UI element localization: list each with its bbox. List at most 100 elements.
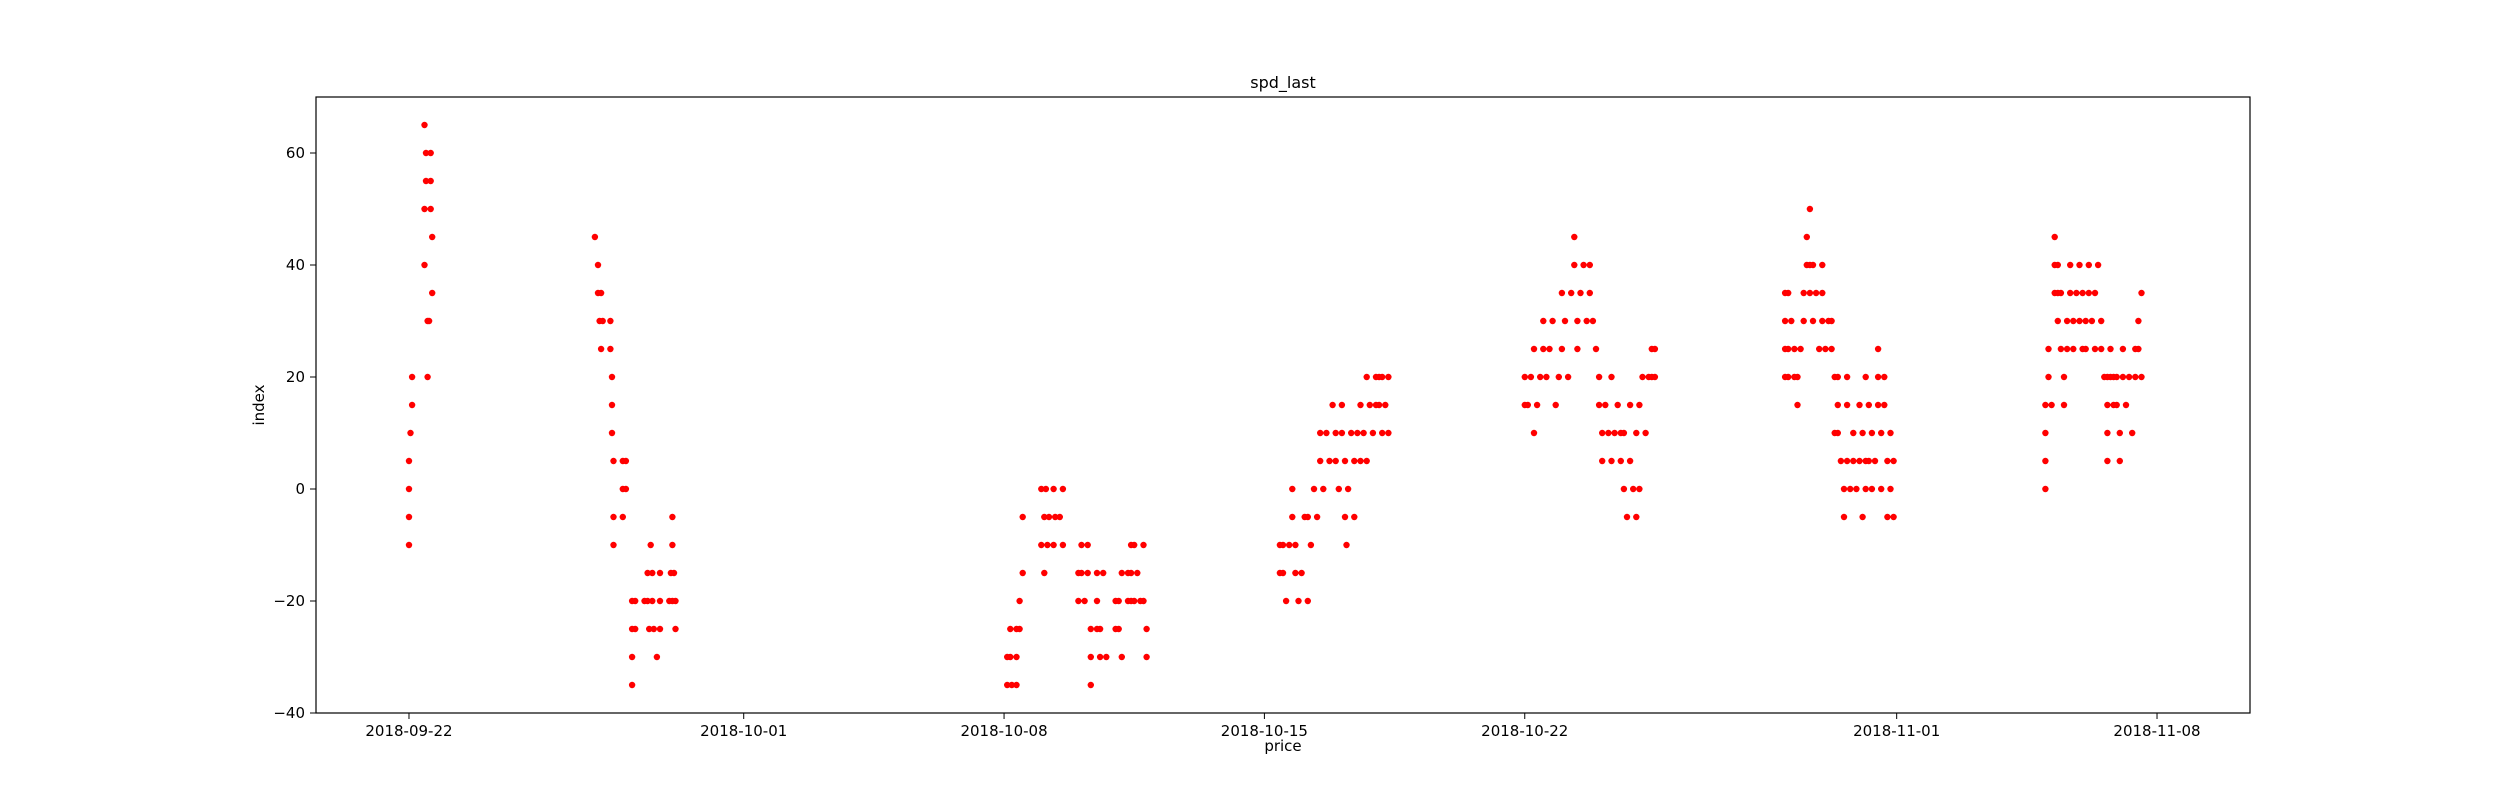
data-point bbox=[2082, 345, 2089, 353]
data-point bbox=[1292, 541, 1299, 549]
data-point bbox=[1096, 653, 1104, 661]
data-point bbox=[1602, 401, 1609, 409]
data-point bbox=[1326, 457, 1333, 465]
data-point bbox=[1809, 317, 1817, 325]
data-point bbox=[408, 401, 416, 409]
data-point bbox=[1856, 401, 1863, 409]
data-point bbox=[1131, 541, 1138, 549]
data-point bbox=[610, 457, 617, 465]
data-point bbox=[2135, 345, 2142, 353]
data-point bbox=[644, 597, 651, 605]
data-point bbox=[1351, 457, 1358, 465]
data-point bbox=[1286, 541, 1293, 549]
data-point bbox=[1887, 485, 1894, 493]
data-point bbox=[632, 625, 639, 633]
data-point bbox=[2085, 289, 2092, 297]
data-point bbox=[2042, 401, 2049, 409]
data-point bbox=[2113, 373, 2120, 381]
data-point bbox=[1847, 485, 1854, 493]
data-point bbox=[1834, 401, 1842, 409]
data-point bbox=[1343, 541, 1350, 549]
data-point bbox=[1809, 261, 1817, 269]
data-point bbox=[1533, 401, 1541, 409]
data-point bbox=[1580, 261, 1587, 269]
data-point bbox=[1038, 541, 1045, 549]
data-point bbox=[1614, 401, 1621, 409]
x-tick-label: 2018-10-15 bbox=[1221, 722, 1308, 740]
data-point bbox=[1633, 513, 1640, 521]
data-point bbox=[2076, 261, 2083, 269]
data-point bbox=[1819, 289, 1826, 297]
data-point bbox=[1651, 345, 1659, 353]
data-point bbox=[1527, 373, 1535, 381]
data-point bbox=[2088, 317, 2096, 325]
data-point bbox=[1056, 513, 1064, 521]
data-point bbox=[422, 149, 430, 157]
data-point bbox=[1044, 541, 1051, 549]
data-point bbox=[1800, 317, 1807, 325]
data-point bbox=[1843, 401, 1851, 409]
data-point bbox=[2138, 373, 2145, 381]
data-point bbox=[1317, 429, 1324, 437]
data-point bbox=[597, 345, 605, 353]
data-point bbox=[1295, 597, 1302, 605]
data-point bbox=[1307, 541, 1315, 549]
data-point bbox=[1850, 429, 1857, 437]
data-point bbox=[1785, 289, 1792, 297]
data-point bbox=[672, 625, 679, 633]
data-point bbox=[1884, 457, 1891, 465]
y-tick-label: 0 bbox=[295, 480, 305, 498]
data-point bbox=[1103, 653, 1110, 661]
y-tick-label: 60 bbox=[286, 144, 305, 162]
data-point bbox=[1843, 373, 1851, 381]
data-point bbox=[1087, 653, 1095, 661]
data-point bbox=[1008, 681, 1015, 689]
data-point bbox=[2045, 345, 2052, 353]
data-point bbox=[1781, 317, 1789, 325]
data-point bbox=[1623, 513, 1631, 521]
data-point bbox=[2067, 289, 2074, 297]
data-point bbox=[656, 625, 664, 633]
data-point bbox=[1045, 513, 1053, 521]
data-point bbox=[2135, 317, 2142, 325]
data-point bbox=[669, 541, 676, 549]
data-point bbox=[2113, 401, 2120, 409]
x-tick-label: 2018-10-22 bbox=[1481, 722, 1568, 740]
data-point bbox=[2073, 289, 2080, 297]
data-point bbox=[1007, 653, 1014, 661]
data-point bbox=[1797, 345, 1804, 353]
y-tick-label: 40 bbox=[286, 256, 305, 274]
data-point bbox=[2107, 345, 2114, 353]
data-point bbox=[1800, 289, 1807, 297]
data-point bbox=[1087, 681, 1095, 689]
data-point bbox=[2091, 345, 2099, 353]
data-point bbox=[1791, 345, 1798, 353]
x-axis-label: price bbox=[1264, 737, 1301, 755]
data-point bbox=[1558, 289, 1566, 297]
data-point bbox=[429, 289, 436, 297]
data-point bbox=[1279, 541, 1287, 549]
data-point bbox=[2051, 233, 2058, 241]
data-point bbox=[421, 261, 428, 269]
data-point bbox=[1379, 373, 1386, 381]
data-point bbox=[1878, 485, 1885, 493]
data-point bbox=[1369, 429, 1377, 437]
data-point bbox=[2116, 429, 2123, 437]
data-point bbox=[2045, 373, 2052, 381]
data-point bbox=[1636, 485, 1643, 493]
data-point bbox=[1884, 513, 1891, 521]
data-point bbox=[1289, 485, 1296, 493]
data-point bbox=[1803, 233, 1811, 241]
data-point bbox=[1806, 289, 1814, 297]
data-point bbox=[1143, 625, 1150, 633]
data-point bbox=[1859, 513, 1866, 521]
data-point bbox=[1041, 569, 1048, 577]
data-point bbox=[1874, 373, 1882, 381]
data-point bbox=[1524, 401, 1532, 409]
data-point bbox=[650, 625, 657, 633]
data-point bbox=[1050, 541, 1057, 549]
data-point bbox=[407, 429, 414, 437]
